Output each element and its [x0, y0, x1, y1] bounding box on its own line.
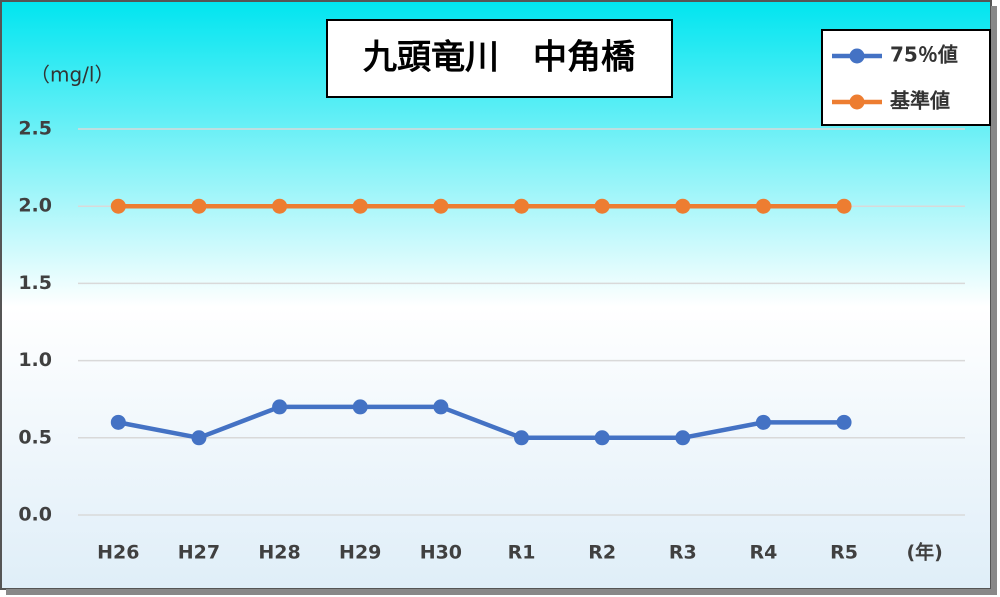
x-tick-label: H28 — [258, 542, 300, 564]
y-tick-label: 0.0 — [18, 504, 52, 526]
data-point — [191, 430, 207, 446]
y-tick-label: 2.0 — [18, 195, 52, 217]
data-point — [675, 430, 691, 446]
chart-title: 九頭竜川 中角橋 — [363, 38, 635, 78]
data-point — [514, 198, 529, 214]
data-point — [594, 430, 610, 446]
data-point — [836, 198, 852, 214]
data-point — [755, 414, 771, 430]
x-tick-label: H26 — [97, 542, 139, 564]
x-tick-label: H30 — [420, 542, 462, 564]
y-axis-label: （mg/l） — [30, 63, 114, 87]
x-tick-label: R4 — [749, 542, 777, 564]
data-point — [594, 198, 610, 214]
data-point — [272, 198, 288, 214]
y-tick-label: 2.5 — [18, 118, 52, 140]
x-tick-label: R5 — [830, 542, 858, 564]
series-line — [117, 404, 845, 441]
title-box — [326, 19, 673, 98]
data-point — [110, 198, 126, 214]
data-point — [110, 414, 126, 430]
data-point — [836, 414, 852, 430]
data-point — [272, 399, 288, 415]
data-point — [675, 198, 691, 214]
data-point — [514, 430, 529, 446]
data-point — [433, 198, 449, 214]
data-point — [433, 399, 449, 415]
legend-label: 基準値 — [890, 89, 950, 113]
y-tick-label: 1.5 — [18, 272, 52, 294]
data-point — [755, 198, 771, 214]
legend-marker — [849, 48, 865, 64]
x-axis-label: (年) — [906, 541, 942, 564]
legend-box — [821, 29, 991, 126]
x-tick-label: H29 — [339, 542, 381, 564]
shadow — [991, 6, 997, 594]
legend-marker — [849, 94, 865, 110]
data-point — [191, 198, 207, 214]
data-point — [352, 399, 368, 415]
y-tick-label: 0.5 — [18, 426, 52, 448]
y-tick-label: 1.0 — [18, 349, 52, 371]
legend-label: 75％値 — [890, 43, 958, 67]
x-tick-label: R3 — [669, 542, 697, 564]
x-tick-label: R2 — [588, 542, 616, 564]
data-point — [352, 198, 368, 214]
x-tick-label: R1 — [508, 542, 536, 564]
shadow — [6, 589, 997, 595]
x-tick-label: H27 — [178, 542, 220, 564]
